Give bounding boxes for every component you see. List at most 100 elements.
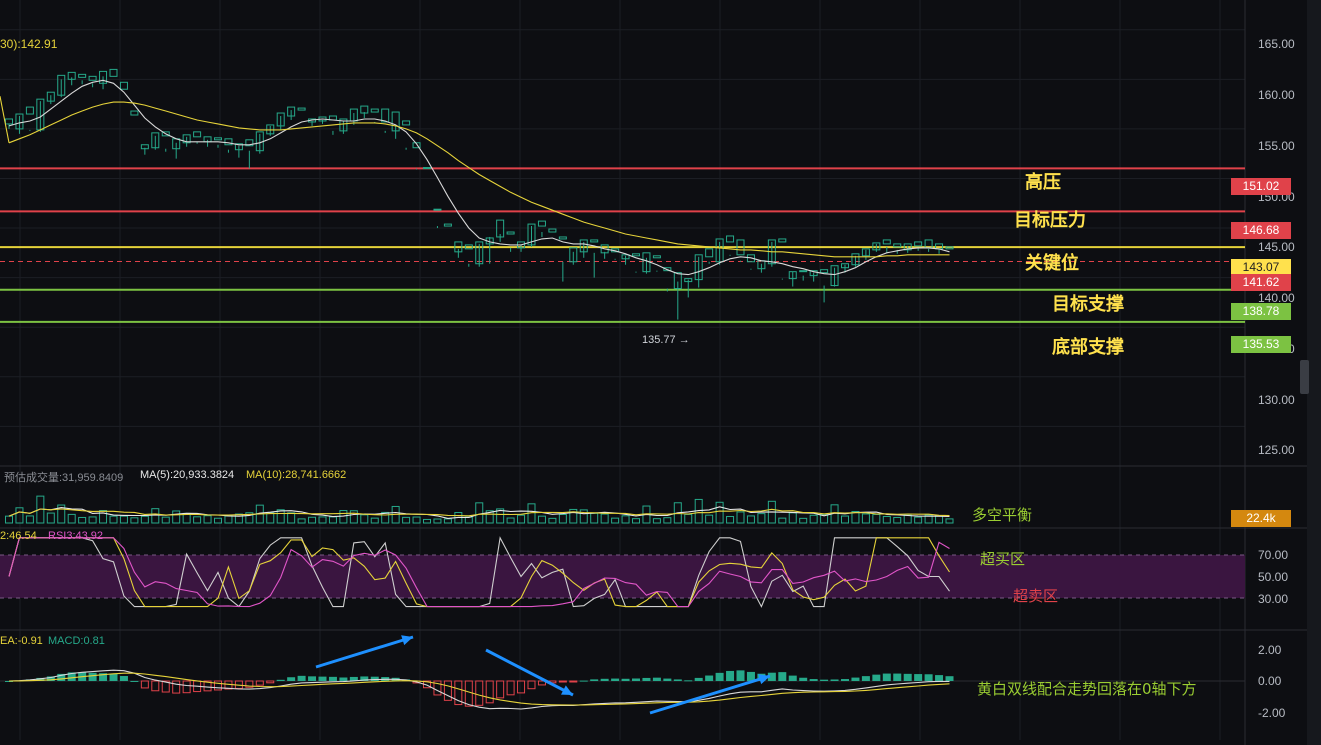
annotation-volume: 多空平衡	[972, 506, 1033, 524]
volume-bar	[663, 517, 672, 524]
candle-body	[130, 110, 139, 116]
macd-histogram-bar	[67, 672, 76, 681]
volume-bar	[5, 515, 13, 524]
volume-bar	[203, 515, 212, 524]
trend-arrow-head	[758, 674, 770, 685]
price-tick: 165.00	[1258, 37, 1295, 51]
volume-bar	[214, 517, 222, 524]
macd-histogram-bar	[736, 670, 745, 681]
volume-bar	[25, 515, 34, 524]
candle-body	[234, 143, 243, 151]
volume-bar	[611, 517, 620, 524]
candle-body	[443, 223, 452, 227]
candle-body	[914, 241, 923, 247]
volume-bar	[757, 513, 766, 524]
macd-histogram-bar	[600, 678, 609, 681]
volume-bar	[903, 514, 912, 524]
ma-short-line	[8, 79, 950, 276]
volume-bar	[297, 518, 306, 524]
volume-bar	[443, 518, 452, 524]
candle-body	[140, 144, 149, 150]
candle-body	[381, 108, 390, 123]
volume-bar	[276, 509, 285, 524]
candle-body	[652, 255, 661, 259]
macd-histogram-bar	[673, 679, 682, 681]
macd-histogram-bar	[287, 677, 296, 681]
candle-body	[25, 106, 34, 115]
volume-bar	[841, 515, 849, 524]
macd-histogram-bar	[652, 677, 661, 681]
candle-body	[621, 254, 630, 260]
macd-histogram-bar	[464, 680, 473, 707]
candle-body	[632, 253, 640, 257]
volume-bar	[788, 512, 797, 524]
candle-body	[297, 107, 306, 111]
volume-ma10-label: MA(10):28,741.6662	[246, 469, 347, 481]
candle-body	[276, 112, 285, 127]
trend-arrow	[649, 674, 771, 715]
rsi-label-2: RSI3:43.92	[48, 530, 104, 542]
volume-bar	[224, 515, 233, 524]
volume-bar	[328, 516, 337, 524]
candle-body	[882, 239, 891, 245]
scroll-handle[interactable]	[1300, 360, 1309, 394]
label-target-support: 目标支撑	[1052, 294, 1124, 315]
macd-histogram-bar	[308, 676, 317, 681]
candle-body	[694, 254, 703, 281]
candle-body	[548, 228, 557, 233]
macd-dif-line	[8, 669, 950, 710]
candle-body	[496, 219, 505, 238]
volume-bar	[485, 510, 494, 524]
candle-body	[872, 242, 881, 251]
volume-bar	[632, 518, 640, 524]
macd-histogram-bar	[684, 680, 693, 682]
candle-body	[99, 70, 108, 84]
volume-bar	[360, 514, 369, 524]
macd-histogram-bar	[830, 679, 839, 681]
macd-histogram-bar	[276, 679, 285, 681]
macd-histogram-bar	[496, 680, 505, 699]
level-tag-high-pressure: 151.02	[1231, 178, 1291, 195]
volume-bar	[370, 517, 379, 524]
macd-histogram-bar	[893, 673, 902, 681]
candle-body	[705, 248, 714, 258]
label-key-level: 关键位	[1025, 253, 1079, 274]
price-tick: 140.00	[1258, 291, 1295, 305]
macd-histogram-bar	[841, 679, 849, 681]
macd-histogram-bar	[820, 679, 829, 681]
macd-histogram-bar	[746, 671, 755, 681]
candle-body	[830, 265, 839, 287]
candle-body	[88, 75, 97, 81]
candle-body	[15, 113, 24, 130]
candle-body	[339, 118, 348, 132]
volume-bar	[287, 512, 296, 524]
macd-histogram-bar	[903, 673, 912, 681]
volume-bar	[88, 516, 97, 524]
candle-body	[161, 131, 170, 137]
annotation-oversold: 超卖区	[1013, 587, 1059, 605]
macd-histogram-bar	[705, 675, 714, 681]
candle-body	[67, 71, 76, 80]
rsi-label-1: 2:46.54	[0, 530, 37, 542]
volume-tag: 22.4k	[1231, 510, 1291, 527]
candle-body	[778, 238, 787, 243]
macd-histogram-bar	[5, 681, 13, 682]
candle-body	[788, 271, 797, 280]
volume-bar	[46, 512, 55, 524]
volume-bar	[935, 515, 944, 524]
macd-histogram-bar	[140, 680, 149, 689]
candle-body	[423, 167, 431, 170]
macd-tick: -2.00	[1258, 706, 1286, 720]
volume-bar	[99, 510, 108, 524]
candle-body	[119, 81, 128, 90]
macd-dea-line	[8, 672, 950, 706]
volume-bar	[537, 515, 546, 524]
volume-bar	[496, 508, 505, 524]
volume-bar	[193, 516, 202, 524]
candle-body	[673, 272, 682, 290]
candle-body	[945, 246, 954, 250]
volume-ma5-label: MA(5):20,933.3824	[140, 469, 235, 481]
candle-body	[841, 263, 849, 269]
rsi-tick: 70.00	[1258, 548, 1289, 562]
